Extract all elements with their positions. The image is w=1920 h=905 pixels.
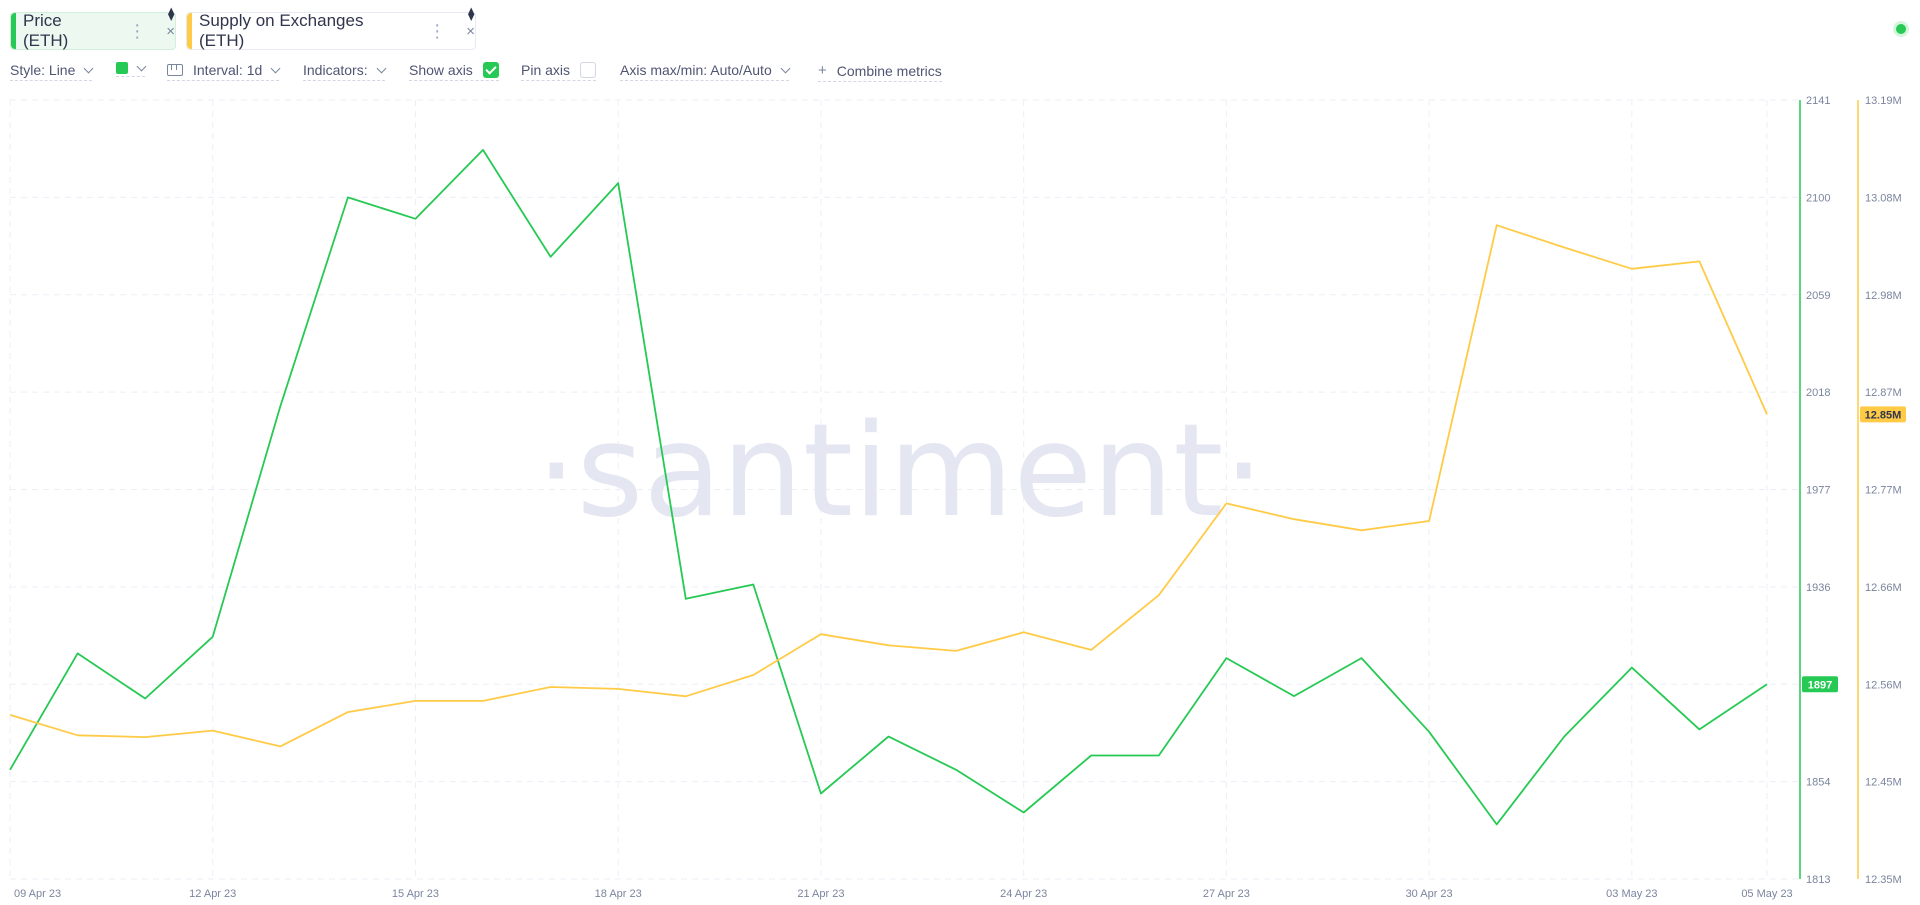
supply-line — [9, 224, 1768, 748]
x-tick-label: 18 Apr 23 — [595, 888, 642, 900]
y-left-tick-label: 2059 — [1806, 290, 1830, 302]
series-lines — [9, 148, 1768, 826]
style-dropdown[interactable]: Style: Line — [10, 62, 94, 81]
axis-maxmin-label: Axis max/min: Auto/Auto — [620, 62, 772, 78]
metric-tab-supply[interactable]: Supply on Exchanges (ETH) ⋮ × — [186, 11, 476, 50]
supply-last-value-badge — [1860, 406, 1906, 423]
x-tick-label: 21 Apr 23 — [797, 888, 844, 900]
x-tick-label: 15 Apr 23 — [392, 888, 439, 900]
x-tick-label: 24 Apr 23 — [1000, 888, 1047, 900]
more-options-icon[interactable]: ⋮ — [428, 20, 447, 41]
supply-last-value-label: 12.85M — [1865, 409, 1902, 421]
y-right-tick-label: 12.87M — [1865, 387, 1902, 399]
y-left-tick-label: 2100 — [1806, 192, 1830, 204]
pin-axis-checkbox[interactable] — [580, 62, 597, 78]
price-last-value-badge — [1802, 676, 1838, 693]
y-left-tick-label: 1813 — [1806, 874, 1830, 886]
x-tick-label: 27 Apr 23 — [1203, 888, 1250, 900]
y-left-tick-label: 1977 — [1806, 485, 1830, 497]
axis-maxmin-dropdown[interactable]: Axis max/min: Auto/Auto — [620, 62, 791, 81]
metric-color-bar — [11, 13, 16, 49]
indicators-dropdown[interactable]: Indicators: — [303, 62, 387, 81]
y-right-tick-label: 12.45M — [1865, 777, 1902, 789]
indicators-label: Indicators: — [303, 62, 368, 78]
y-left-tick-label: 1936 — [1806, 582, 1830, 594]
metric-label: Supply on Exchanges (ETH) — [199, 11, 364, 50]
close-icon[interactable]: × — [466, 22, 475, 40]
close-icon[interactable]: × — [166, 22, 175, 40]
color-swatch — [116, 62, 128, 74]
y-right-tick-label: 12.77M — [1865, 485, 1902, 497]
more-options-icon[interactable]: ⋮ — [128, 20, 147, 41]
y-right-tick-label: 12.98M — [1865, 290, 1902, 302]
interval-dropdown[interactable]: Interval: 1d — [167, 62, 281, 81]
combine-metrics-button[interactable]: + Combine metrics — [818, 62, 942, 82]
plus-icon: + — [818, 62, 827, 79]
metric-tab-price[interactable]: Price (ETH) ⋮ × — [10, 11, 176, 50]
show-axis-toggle[interactable]: Show axis — [409, 62, 499, 81]
show-axis-label: Show axis — [409, 62, 473, 78]
santiment-watermark: ·santiment· — [536, 397, 1264, 546]
price-last-value-label: 1897 — [1808, 679, 1832, 691]
metric-color-bar — [187, 13, 192, 49]
ethereum-icon: ⧫ — [168, 6, 175, 21]
x-tick-label: 30 Apr 23 — [1406, 888, 1453, 900]
y-left-tick-label: 2018 — [1806, 387, 1830, 399]
y-right-tick-label: 13.08M — [1865, 192, 1902, 204]
axis-labels: 21412100205920181977193618951854181313.1… — [14, 95, 1906, 900]
interval-label: Interval: 1d — [193, 62, 263, 78]
combine-metrics-label: Combine metrics — [836, 62, 942, 79]
x-tick-label: 12 Apr 23 — [189, 888, 236, 900]
x-tick-label: 09 Apr 23 — [14, 888, 61, 900]
style-label: Style: Line — [10, 62, 76, 78]
price-line — [9, 148, 1768, 826]
y-right-tick-label: 12.66M — [1865, 582, 1902, 594]
ethereum-icon: ⧫ — [468, 6, 475, 21]
show-axis-checkbox[interactable] — [482, 62, 499, 78]
calendar-icon — [167, 64, 183, 76]
y-left-tick-label: 1854 — [1806, 777, 1830, 789]
pin-axis-toggle[interactable]: Pin axis — [521, 62, 597, 81]
pin-axis-label: Pin axis — [521, 62, 571, 78]
y-left-tick-label: 2141 — [1806, 95, 1830, 107]
grid — [9, 99, 1800, 880]
x-tick-label: 03 May 23 — [1606, 888, 1657, 900]
metric-label: Price (ETH) — [23, 11, 69, 50]
axes — [1799, 100, 1859, 879]
y-right-tick-label: 12.35M — [1865, 874, 1902, 886]
live-status-dot — [1896, 24, 1906, 34]
y-right-tick-label: 12.56M — [1865, 679, 1902, 691]
y-right-tick-label: 13.19M — [1865, 95, 1902, 107]
x-tick-label: 05 May 23 — [1741, 888, 1792, 900]
color-dropdown[interactable] — [116, 61, 147, 77]
